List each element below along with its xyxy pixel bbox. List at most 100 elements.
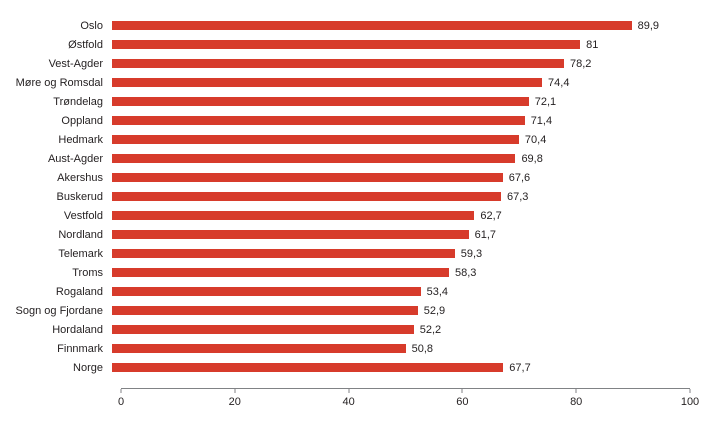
- value-label: 58,3: [454, 266, 477, 279]
- bar-row: Norge 67,7: [0, 358, 690, 377]
- bar-row: Oppland 71,4: [0, 111, 690, 130]
- bar: [112, 78, 543, 87]
- bar-row: Rogaland 53,4: [0, 282, 690, 301]
- plot-area-row: 72,1: [112, 92, 690, 111]
- plot-area-row: 74,4: [112, 73, 690, 92]
- category-label: Hedmark: [58, 133, 103, 146]
- category-label: Norge: [73, 361, 103, 374]
- x-tick-mark: [575, 389, 577, 393]
- category-label: Østfold: [68, 38, 103, 51]
- category-label: Finnmark: [57, 342, 103, 355]
- bar-row: Hedmark 70,4: [0, 130, 690, 149]
- category-label: Telemark: [58, 247, 103, 260]
- bar: [112, 287, 421, 296]
- value-label: 52,9: [423, 304, 446, 317]
- value-label: 69,8: [521, 152, 543, 165]
- value-label: 72,1: [534, 95, 557, 108]
- x-axis: 0 20 40 60 80 100: [117, 388, 699, 410]
- plot-area-row: 81: [112, 35, 690, 54]
- category-label: Rogaland: [55, 285, 103, 298]
- x-tick-label: 40: [342, 396, 355, 408]
- plot-area-row: 69,8: [112, 149, 690, 168]
- value-label: 52,2: [419, 323, 442, 336]
- plot-area-row: 71,4: [112, 111, 690, 130]
- value-label: 59,3: [460, 247, 483, 260]
- value-label: 67,3: [506, 190, 529, 203]
- bar-row: Buskerud 67,3: [0, 187, 690, 206]
- bar: [112, 325, 414, 334]
- plot-area-row: 70,4: [112, 130, 690, 149]
- bar: [112, 154, 516, 163]
- bar-row: Troms 58,3: [0, 263, 690, 282]
- category-label: Nordland: [58, 228, 103, 241]
- bar-row: Akershus 67,6: [0, 168, 690, 187]
- x-tick-mark: [120, 389, 122, 393]
- value-label: 78,2: [569, 57, 592, 70]
- bar: [112, 40, 581, 49]
- value-label: 50,8: [411, 342, 434, 355]
- value-label: 53,4: [426, 285, 449, 298]
- value-label: 67,7: [509, 361, 531, 374]
- plot-area-row: 53,4: [112, 282, 690, 301]
- value-label: 67,6: [508, 171, 531, 184]
- plot-area-row: 67,3: [112, 187, 690, 206]
- bar: [112, 192, 501, 201]
- bar: [112, 116, 525, 125]
- x-tick-label: 100: [680, 396, 700, 408]
- bar: [112, 268, 449, 277]
- plot-area-row: 61,7: [112, 225, 690, 244]
- plot-area-row: 62,7: [112, 206, 690, 225]
- plot-area-row: 52,9: [112, 301, 690, 320]
- bar: [112, 21, 632, 30]
- value-label: 71,4: [530, 114, 553, 127]
- bar-row: Finnmark 50,8: [0, 339, 690, 358]
- category-label: Sogn og Fjordane: [15, 304, 103, 317]
- plot-area-row: 78,2: [112, 54, 690, 73]
- plot-area-row: 50,8: [112, 339, 690, 358]
- value-label: 74,4: [548, 76, 570, 89]
- category-label: Møre og Romsdal: [15, 76, 103, 89]
- bar: [112, 230, 469, 239]
- x-tick-mark: [234, 389, 236, 393]
- bar: [112, 211, 475, 220]
- bar-row: Hordaland 52,2: [0, 320, 690, 339]
- category-label: Trøndelag: [53, 95, 103, 108]
- chart-rows: Oslo 89,9 Østfold 81 Vest-Agder 78,2 Møre og R…: [0, 16, 690, 377]
- plot-area-row: 52,2: [112, 320, 690, 339]
- bar-row: Nordland 61,7: [0, 225, 690, 244]
- plot-area-row: 59,3: [112, 244, 690, 263]
- category-label: Buskerud: [56, 190, 103, 203]
- bar: [112, 135, 519, 144]
- value-label: 61,7: [474, 228, 497, 241]
- bar-row: Oslo 89,9: [0, 16, 690, 35]
- value-label: 70,4: [524, 133, 547, 146]
- category-label: Vestfold: [63, 209, 103, 222]
- x-tick-label: 20: [228, 396, 241, 408]
- bar-row: Trøndelag 72,1: [0, 92, 690, 111]
- value-label: 62,7: [480, 209, 502, 222]
- x-tick-label: 0: [117, 396, 125, 408]
- category-label: Oppland: [61, 114, 103, 127]
- plot-area-row: 67,7: [112, 358, 690, 377]
- value-label: 89,9: [637, 19, 660, 32]
- plot-area-row: 58,3: [112, 263, 690, 282]
- bar-row: Vestfold 62,7: [0, 206, 690, 225]
- category-label: Aust-Agder: [47, 152, 103, 165]
- plot-area-row: 67,6: [112, 168, 690, 187]
- category-label: Vest-Agder: [48, 57, 103, 70]
- bar: [112, 97, 529, 106]
- bar-row: Telemark 59,3: [0, 244, 690, 263]
- bar-row: Vest-Agder 78,2: [0, 54, 690, 73]
- category-label: Oslo: [80, 19, 103, 32]
- bar: [112, 173, 503, 182]
- x-tick-mark: [689, 389, 691, 393]
- bar-row: Østfold 81: [0, 35, 690, 54]
- x-tick-mark: [348, 389, 350, 393]
- value-label: 81: [586, 38, 599, 51]
- category-label: Hordaland: [52, 323, 103, 336]
- category-label: Akershus: [57, 171, 103, 184]
- plot-area-row: 89,9: [112, 16, 690, 35]
- x-tick-label: 60: [456, 396, 469, 408]
- category-label: Troms: [72, 266, 103, 279]
